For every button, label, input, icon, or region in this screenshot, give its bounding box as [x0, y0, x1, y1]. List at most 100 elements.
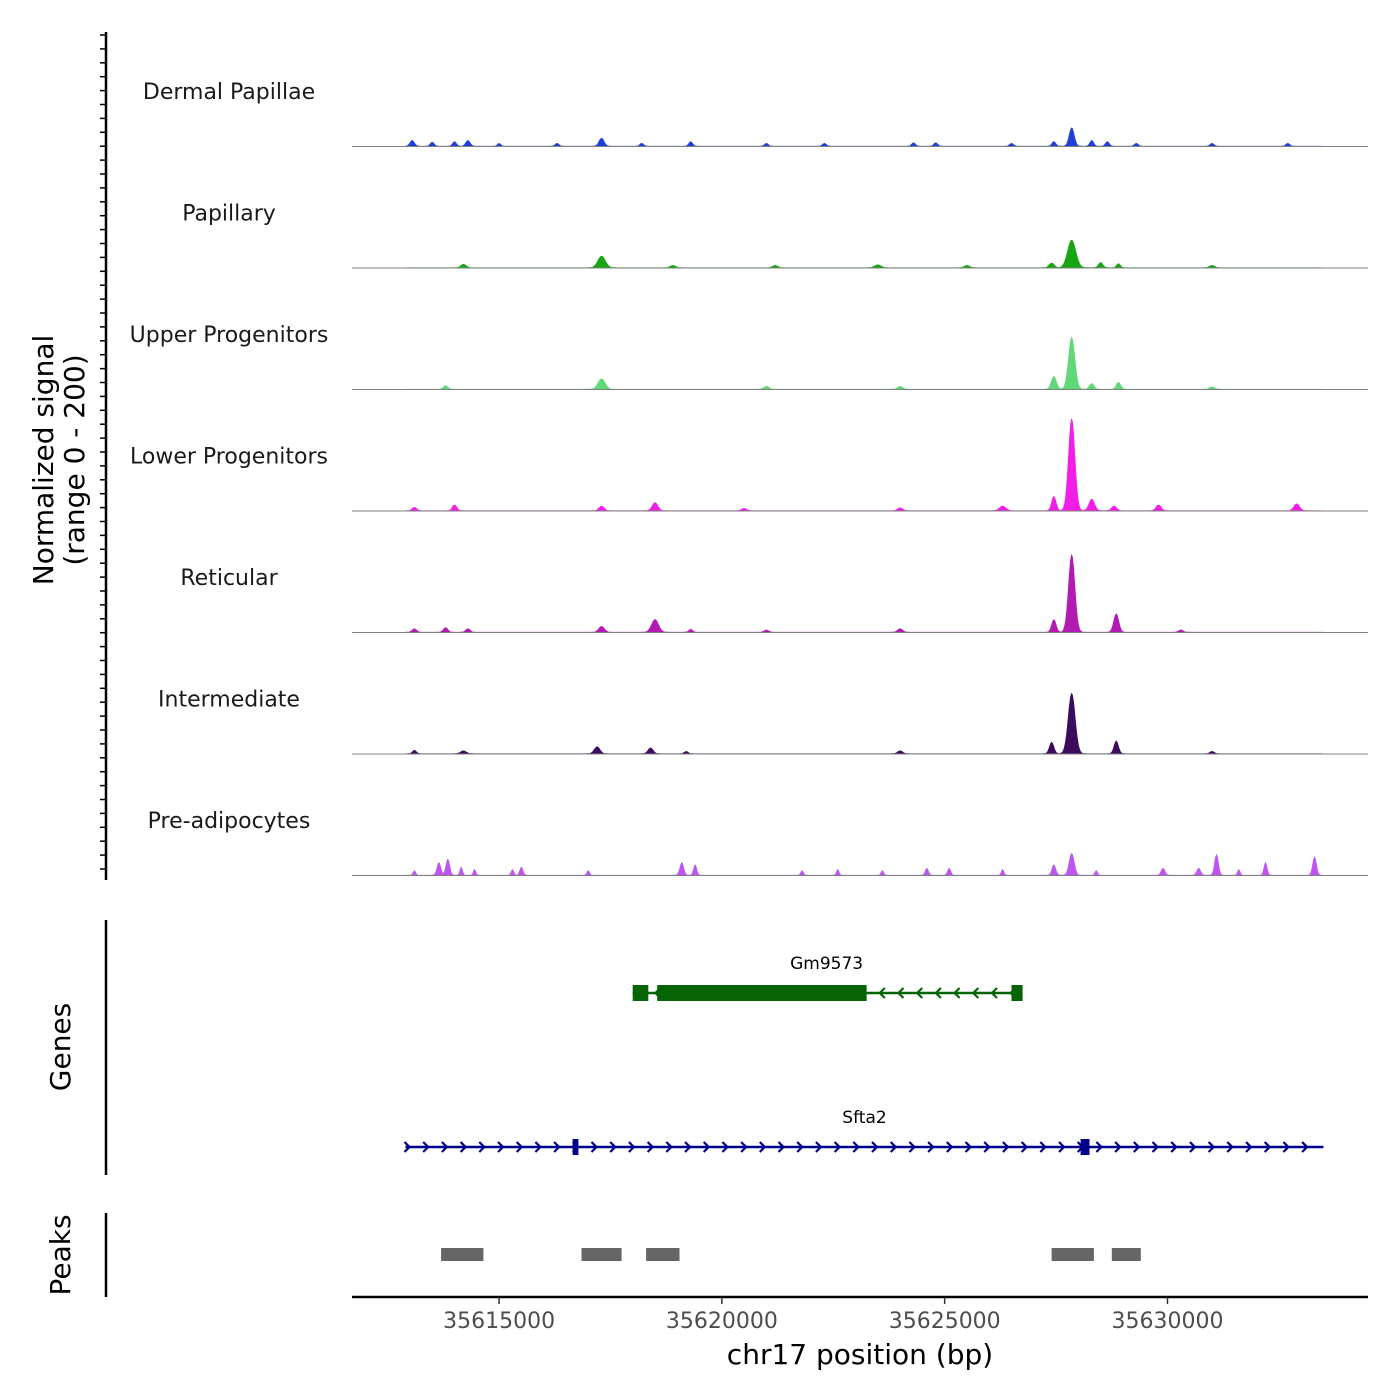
gene-exon: [572, 1139, 579, 1155]
strand-arrow: [665, 1141, 673, 1153]
strand-arrow: [628, 1141, 636, 1153]
track-label-dermal-papillae: Dermal Papillae: [143, 80, 315, 105]
strand-arrow: [759, 1141, 767, 1153]
strand-arrow: [1245, 1141, 1253, 1153]
track-label-upper-progenitors: Upper Progenitors: [130, 323, 329, 348]
strand-arrow: [871, 1141, 879, 1153]
strand-arrow: [964, 1141, 973, 1153]
peak-region: [441, 1248, 484, 1261]
strand-arrow: [1282, 1141, 1290, 1153]
peaks-panel: [104, 1213, 1141, 1297]
x-tick-label: 35630000: [1112, 1309, 1224, 1334]
track-upper-progenitors: Upper Progenitors: [130, 323, 1368, 390]
strand-arrow: [1133, 1141, 1141, 1153]
track-pre-adipocytes: Pre-adipocytes: [148, 809, 1368, 876]
genes-panel: Gm9573 Sfta2: [104, 920, 1324, 1175]
signal-area-lower-progenitors: [405, 418, 1324, 512]
gene-label-sfta2: Sfta2: [842, 1108, 886, 1128]
strand-arrow: [953, 987, 961, 999]
strand-arrow: [459, 1141, 468, 1153]
strand-arrow: [946, 1141, 954, 1153]
gene-gm9573: Gm9573: [632, 954, 1023, 1001]
peak-region: [581, 1248, 622, 1261]
gene-exon: [1080, 1139, 1090, 1155]
strand-arrow: [1114, 1141, 1122, 1153]
gene-label-gm9573: Gm9573: [790, 954, 863, 974]
strand-arrow: [983, 1141, 991, 1153]
strand-arrow: [971, 987, 980, 999]
peak-region: [1111, 1248, 1141, 1261]
strand-arrow: [1020, 1141, 1029, 1153]
strand-arrow: [702, 1141, 711, 1153]
strand-arrow: [497, 1141, 505, 1153]
gene-exon: [1011, 985, 1023, 1001]
track-reticular: Reticular: [180, 553, 1368, 633]
strand-arrow: [1189, 1141, 1197, 1153]
strand-arrow: [441, 1141, 449, 1153]
strand-arrow: [915, 987, 923, 999]
strand-arrow: [1058, 1141, 1066, 1153]
signal-panel: Dermal Papillae Papillary Upper Progenitor…: [100, 32, 1368, 880]
strand-arrow: [684, 1141, 692, 1153]
genes-track-label: Genes: [44, 1003, 77, 1091]
strand-arrow: [515, 1141, 524, 1153]
track-label-reticular: Reticular: [180, 566, 278, 591]
strand-arrow: [934, 987, 942, 999]
strand-arrow: [833, 1141, 842, 1153]
signal-area-reticular: [405, 553, 1324, 633]
track-dermal-papillae: Dermal Papillae: [143, 80, 1368, 147]
strand-arrow: [534, 1141, 542, 1153]
track-label-intermediate: Intermediate: [158, 688, 300, 713]
track-label-papillary: Papillary: [182, 202, 276, 227]
x-tick-label: 35625000: [889, 1309, 1001, 1334]
strand-arrow: [609, 1141, 617, 1153]
strand-arrow: [1095, 1141, 1103, 1153]
strand-arrow: [852, 1141, 860, 1153]
strand-arrow: [403, 1141, 412, 1153]
strand-arrow: [1151, 1141, 1160, 1153]
strand-arrow: [908, 1141, 916, 1153]
strand-arrow: [646, 1141, 655, 1153]
strand-arrow: [1039, 1141, 1047, 1153]
signal-area-dermal-papillae: [405, 127, 1324, 147]
strand-arrow: [1002, 1141, 1010, 1153]
signal-area-upper-progenitors: [405, 336, 1324, 390]
track-label-pre-adipocytes: Pre-adipocytes: [148, 809, 311, 834]
strand-arrow: [1207, 1141, 1216, 1153]
strand-arrow: [721, 1141, 729, 1153]
gene-sfta2: Sfta2: [403, 1108, 1324, 1155]
strand-arrow: [878, 987, 886, 999]
strand-arrow: [777, 1141, 786, 1153]
peak-region: [646, 1248, 680, 1261]
y-axis-title: Normalized signal: [27, 335, 60, 586]
peak-region: [1051, 1248, 1094, 1261]
gene-exon: [657, 985, 867, 1001]
x-axis-title: chr17 position (bp): [727, 1338, 993, 1371]
strand-arrow: [889, 1141, 898, 1153]
strand-arrow: [1301, 1141, 1309, 1153]
track-label-lower-progenitors: Lower Progenitors: [130, 445, 328, 470]
x-tick-label: 35620000: [666, 1309, 778, 1334]
strand-arrow: [422, 1141, 430, 1153]
signal-area-papillary: [405, 239, 1324, 269]
x-axis: 35615000 35620000 35625000 35630000: [352, 1295, 1368, 1334]
signal-area-intermediate: [405, 692, 1324, 755]
x-tick-label: 35615000: [443, 1309, 555, 1334]
gene-exon: [632, 985, 649, 1001]
strand-arrow: [990, 987, 998, 999]
track-lower-progenitors: Lower Progenitors: [130, 418, 1368, 512]
strand-arrow: [815, 1141, 823, 1153]
strand-arrow: [1226, 1141, 1234, 1153]
strand-arrow: [927, 1141, 935, 1153]
strand-arrow: [1263, 1141, 1272, 1153]
track-intermediate: Intermediate: [158, 688, 1368, 755]
strand-arrow: [896, 987, 905, 999]
strand-arrow: [553, 1141, 561, 1153]
strand-arrow: [478, 1141, 486, 1153]
track-papillary: Papillary: [182, 202, 1368, 269]
strand-arrow: [1170, 1141, 1178, 1153]
signal-area-pre-adipocytes: [405, 852, 1324, 876]
strand-arrow: [740, 1141, 748, 1153]
strand-arrow: [796, 1141, 804, 1153]
